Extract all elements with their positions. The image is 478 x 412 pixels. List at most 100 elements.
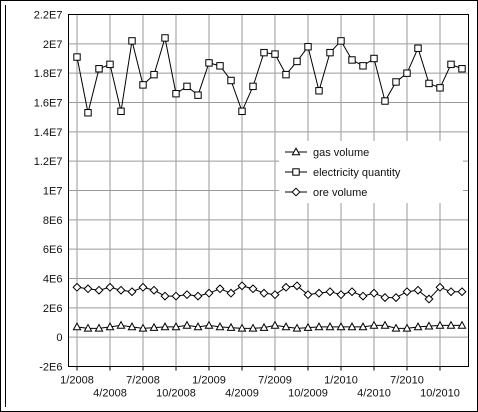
data-point-electricity-quantity	[458, 65, 466, 73]
data-point-electricity-quantity	[216, 62, 224, 70]
data-point-ore-volume	[237, 281, 247, 291]
x-tick-label: 10/2009	[288, 388, 328, 400]
data-point-electricity-quantity	[425, 79, 433, 88]
data-point-gas-volume	[413, 322, 423, 331]
y-tick-label: -2E6	[39, 362, 62, 374]
y-tick-label: 0	[56, 332, 62, 344]
data-point-gas-volume	[259, 322, 269, 331]
data-point-ore-volume	[116, 285, 126, 295]
data-point-electricity-quantity	[282, 70, 290, 79]
data-point-electricity-quantity	[304, 43, 312, 51]
data-point-gas-volume	[171, 322, 181, 331]
data-point-electricity-quantity	[205, 59, 213, 67]
x-tick-label: 7/2010	[390, 375, 424, 387]
y-axis-ticks: -2E6 0 2E6 4E6 6E6 8E6 1E7 1.2E7 1.4E7 1.6E7 1.8E7…	[34, 10, 63, 374]
data-point-gas-volume	[303, 322, 313, 331]
data-point-ore-volume	[380, 293, 390, 303]
data-point-ore-volume	[160, 291, 170, 301]
data-point-ore-volume	[259, 288, 269, 298]
data-point-electricity-quantity	[403, 69, 411, 77]
data-point-ore-volume	[358, 291, 368, 301]
data-point-electricity-quantity	[227, 76, 235, 85]
y-tick-label: 4E6	[43, 274, 63, 286]
data-point-electricity-quantity	[139, 81, 147, 89]
data-point-ore-volume	[391, 293, 401, 303]
data-point-ore-volume	[347, 287, 357, 297]
data-point-ore-volume	[149, 285, 159, 295]
data-point-gas-volume	[215, 322, 225, 331]
data-point-gas-volume	[248, 323, 258, 332]
data-point-gas-volume	[358, 322, 368, 331]
x-axis-ticks: 1/20084/20087/200810/20081/20094/20097/2…	[60, 366, 460, 400]
data-point-electricity-quantity	[370, 54, 378, 63]
y-tick-label: 6E6	[43, 244, 63, 256]
data-point-electricity-quantity	[117, 107, 125, 115]
data-point-ore-volume	[226, 288, 236, 298]
data-point-gas-volume	[182, 320, 192, 329]
data-point-ore-volume	[138, 282, 148, 292]
data-point-ore-volume	[215, 284, 225, 294]
data-point-gas-volume	[149, 322, 159, 331]
legend-label: ore volume	[313, 187, 367, 199]
data-point-ore-volume	[336, 290, 346, 300]
data-point-gas-volume	[204, 320, 214, 329]
x-tick-label: 10/2008	[156, 388, 196, 400]
data-point-electricity-quantity	[315, 87, 323, 95]
data-point-gas-volume	[270, 320, 280, 329]
data-point-electricity-quantity	[414, 44, 422, 52]
data-point-ore-volume	[204, 288, 214, 298]
data-point-ore-volume	[127, 287, 137, 297]
data-point-gas-volume	[105, 322, 115, 331]
x-tick-label: 4/2009	[225, 388, 259, 400]
x-tick-label: 1/2010	[324, 375, 358, 387]
x-tick-label: 1/2009	[192, 375, 226, 387]
legend-marker	[292, 168, 300, 176]
series-electricity-quantity	[73, 34, 466, 117]
legend-label: gas volume	[313, 147, 369, 159]
data-point-electricity-quantity	[293, 57, 301, 66]
legend-item: gas volume	[285, 147, 369, 159]
y-tick-label: 1E7	[43, 186, 63, 198]
data-point-electricity-quantity	[348, 56, 356, 64]
series-layer	[72, 34, 467, 332]
y-tick-label: 1.8E7	[34, 68, 63, 80]
data-point-electricity-quantity	[161, 34, 169, 42]
y-tick-label: 2E7	[43, 39, 63, 51]
data-point-ore-volume	[72, 282, 82, 292]
data-point-gas-volume	[94, 323, 104, 332]
data-point-ore-volume	[171, 291, 181, 301]
data-point-electricity-quantity	[106, 60, 114, 69]
data-point-electricity-quantity	[73, 53, 81, 61]
data-point-ore-volume	[281, 282, 291, 292]
data-point-ore-volume	[369, 288, 379, 298]
data-point-gas-volume	[138, 323, 148, 332]
y-tick-label: 2.2E7	[34, 10, 63, 22]
data-point-gas-volume	[380, 320, 390, 329]
data-point-ore-volume	[402, 287, 412, 297]
data-point-gas-volume	[391, 323, 401, 332]
data-point-gas-volume	[402, 323, 412, 332]
data-point-electricity-quantity	[238, 107, 246, 115]
x-tick-label: 1/2008	[60, 375, 94, 387]
legend: gas volume electricity quantity ore volume	[279, 141, 463, 203]
data-point-gas-volume	[369, 320, 379, 329]
data-point-electricity-quantity	[260, 48, 268, 57]
series-ore-volume	[72, 281, 467, 304]
data-point-electricity-quantity	[359, 62, 367, 70]
data-point-gas-volume	[193, 322, 203, 331]
legend-marker	[291, 147, 301, 156]
data-point-electricity-quantity	[381, 97, 389, 105]
x-tick-label: 4/2010	[357, 388, 391, 400]
data-point-ore-volume	[105, 282, 115, 292]
x-tick-label: 4/2008	[93, 388, 127, 400]
data-point-ore-volume	[248, 284, 258, 294]
data-point-ore-volume	[435, 282, 445, 292]
data-point-gas-volume	[281, 322, 291, 331]
data-point-ore-volume	[314, 288, 324, 298]
y-tick-label: 1.6E7	[34, 98, 63, 110]
data-point-electricity-quantity	[183, 82, 191, 91]
y-tick-label: 8E6	[43, 215, 63, 227]
data-point-gas-volume	[457, 320, 467, 329]
